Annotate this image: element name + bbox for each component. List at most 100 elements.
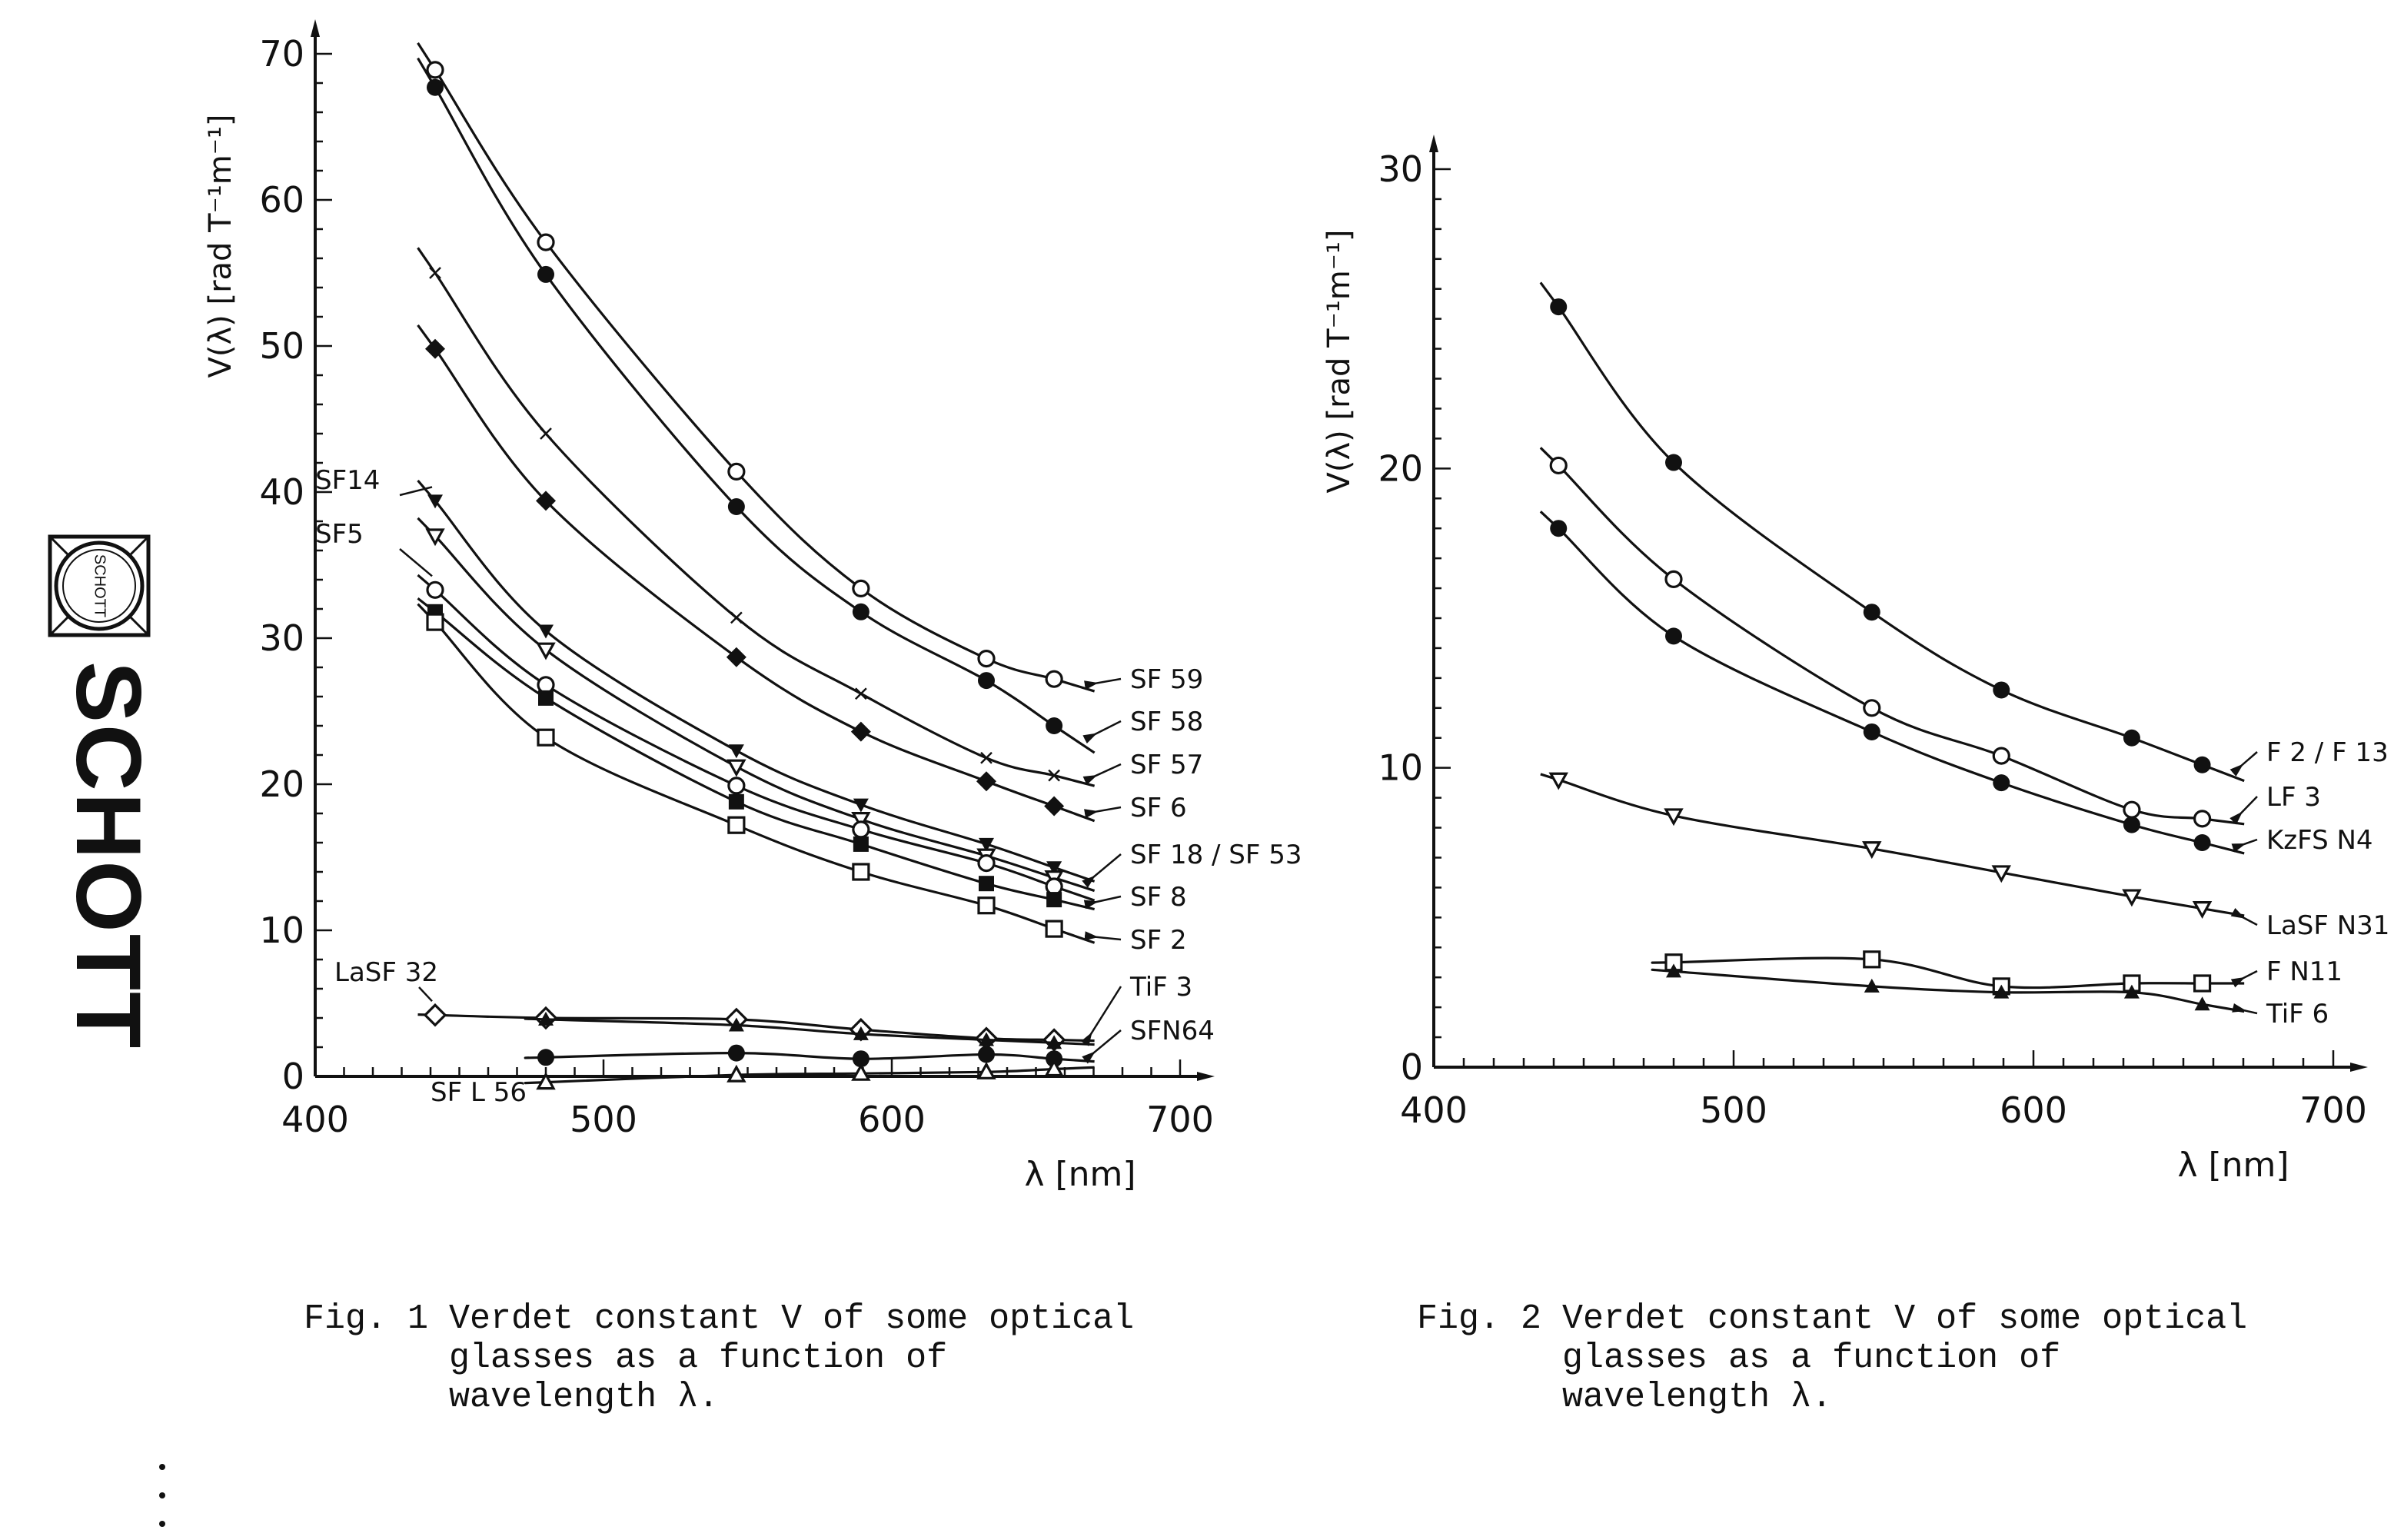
series-sf-59: SF 59 xyxy=(417,42,1203,695)
data-point xyxy=(427,78,444,96)
data-point xyxy=(727,1064,746,1083)
series-tif-6: TiF 6 xyxy=(1651,963,2329,1029)
series-label: LF 3 xyxy=(2266,782,2321,813)
data-point xyxy=(1993,681,2010,699)
leader-line xyxy=(399,548,433,577)
data-point xyxy=(425,338,445,359)
leader-arrow-icon xyxy=(2229,811,2243,825)
data-point xyxy=(1044,1059,1064,1077)
data-point xyxy=(2123,984,2140,999)
x-tick-label: 700 xyxy=(2299,1089,2367,1131)
series-sf-2: SF 2 xyxy=(417,603,1187,956)
series-line xyxy=(1539,281,2245,783)
series-lf-3: LF 3 xyxy=(1539,447,2321,828)
data-point xyxy=(1046,717,1063,734)
data-point xyxy=(851,811,871,830)
series-line xyxy=(417,574,1096,902)
y-tick-label: 40 xyxy=(259,471,304,513)
data-point xyxy=(1665,627,1682,645)
leader-arrow-icon xyxy=(1082,875,1096,888)
y-tick-label: 20 xyxy=(1378,447,1423,489)
series-line xyxy=(524,1051,1095,1063)
series-label: KzFS N4 xyxy=(2266,825,2373,856)
y-tick-label: 70 xyxy=(259,33,304,75)
data-point xyxy=(977,649,996,668)
series-label: SF 59 xyxy=(1130,664,1203,695)
data-point xyxy=(537,728,555,747)
data-point xyxy=(425,528,445,547)
series-line xyxy=(1539,447,2245,826)
data-point xyxy=(1048,769,1061,782)
leader-arrow-icon xyxy=(2230,908,2246,919)
series-label: F 2 / F 13 xyxy=(2266,737,2389,768)
data-point xyxy=(728,793,744,810)
data-point xyxy=(852,579,870,598)
data-point xyxy=(978,1046,995,1063)
y-tick-label: 0 xyxy=(282,1056,304,1097)
caption-line: Fig. 1 Verdet constant V of some optical xyxy=(304,1299,1135,1339)
series-sfn64: SFN64 xyxy=(524,1016,1215,1068)
y-tick-label: 20 xyxy=(259,763,304,805)
y-tick-label: 10 xyxy=(259,910,304,951)
data-point xyxy=(1863,723,1880,740)
data-point xyxy=(429,267,441,279)
data-point xyxy=(537,1049,554,1066)
y-tick-label: 60 xyxy=(259,179,304,221)
series-lasf-32: LaSF 32 xyxy=(334,957,1095,1052)
data-point xyxy=(1046,1050,1063,1068)
data-point xyxy=(2193,756,2211,773)
data-point xyxy=(727,1044,745,1062)
series-sf-6: SF 6 xyxy=(417,324,1187,823)
series-label: SF 58 xyxy=(1130,707,1203,737)
y-tick-label: 50 xyxy=(259,325,304,367)
data-point xyxy=(1993,774,2010,792)
series-label: SF 6 xyxy=(1130,793,1187,823)
data-point xyxy=(976,771,996,792)
data-point xyxy=(853,836,869,852)
data-point xyxy=(1045,670,1063,688)
data-point xyxy=(2122,889,2142,907)
figure-1-caption: Fig. 1 Verdet constant V of some optical… xyxy=(304,1299,1134,1417)
series-label: SF5 xyxy=(315,519,364,550)
data-point xyxy=(1550,520,1568,537)
data-point xyxy=(1046,861,1062,876)
leader-arrow-icon xyxy=(1082,733,1098,744)
data-point xyxy=(728,744,744,759)
y-axis-arrow-icon xyxy=(311,19,320,37)
x-tick-label: 400 xyxy=(1400,1089,1468,1131)
leader-arrow-icon xyxy=(2230,976,2246,988)
data-point xyxy=(538,1011,554,1026)
series-label: LaSF N31 xyxy=(2266,910,2389,941)
schott-wordmark: SCHOTT xyxy=(57,661,160,1050)
decorative-dots xyxy=(159,1464,165,1527)
data-point xyxy=(536,1072,556,1090)
data-point xyxy=(977,853,996,873)
y-tick-label: 30 xyxy=(1378,148,1423,190)
y-axis-label: V(λ) [rad T⁻¹m⁻¹] xyxy=(203,115,238,378)
data-point xyxy=(1991,865,2011,883)
series-label: SF 18 / SF 53 xyxy=(1130,840,1302,870)
data-point xyxy=(1664,808,1684,827)
caption-line: wavelength λ. xyxy=(1417,1378,1833,1417)
data-point xyxy=(728,1017,744,1032)
data-point xyxy=(1549,456,1568,475)
series-line xyxy=(417,479,1096,883)
x-axis-arrow-icon xyxy=(2350,1063,2368,1072)
data-point xyxy=(1992,747,2010,765)
data-point xyxy=(727,462,746,481)
series-sf5: SF5 xyxy=(315,519,1096,902)
data-point xyxy=(980,751,993,764)
series-tif-3: TiF 3 xyxy=(524,972,1192,1049)
x-tick-label: 600 xyxy=(858,1099,926,1140)
caption-line: glasses as a function of xyxy=(1417,1339,2061,1378)
data-point xyxy=(2192,901,2213,919)
data-point xyxy=(726,647,746,667)
data-point xyxy=(426,61,444,79)
leader-line xyxy=(418,986,433,1003)
leader-arrow-icon xyxy=(2231,843,2246,853)
data-point xyxy=(540,427,552,440)
data-point xyxy=(2123,729,2140,747)
leader-arrow-icon xyxy=(2232,1003,2247,1013)
leader-arrow-icon xyxy=(1084,809,1099,819)
data-point xyxy=(538,690,554,706)
